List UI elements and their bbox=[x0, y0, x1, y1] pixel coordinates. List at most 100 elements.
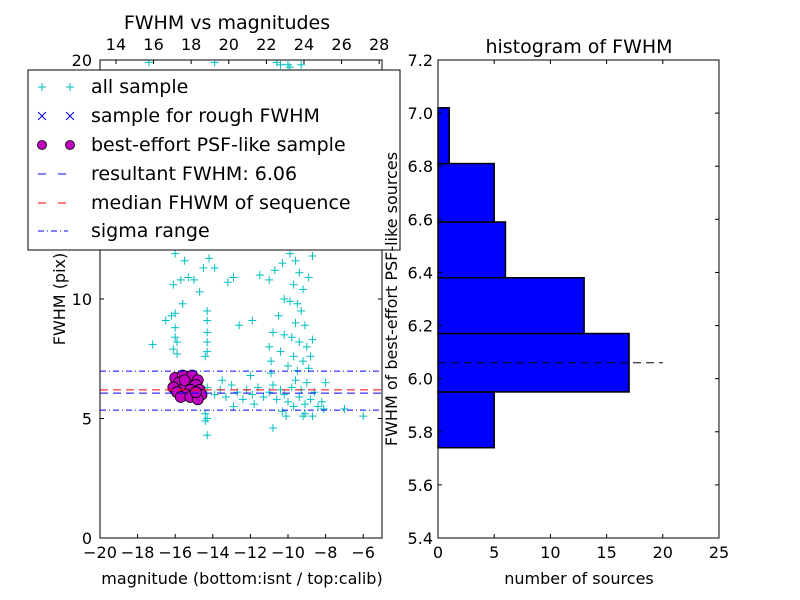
top-x-tick-label: 24 bbox=[294, 35, 314, 54]
all-sample-point bbox=[340, 404, 349, 413]
legend-label: median FHWM of sequence bbox=[91, 192, 351, 214]
legend-marker-rough bbox=[37, 111, 47, 121]
all-sample-point bbox=[169, 345, 178, 354]
all-sample-point bbox=[317, 397, 326, 406]
all-sample-point bbox=[238, 395, 247, 404]
y-tick-label: 10 bbox=[72, 290, 92, 309]
all-sample-point bbox=[278, 259, 287, 268]
all-sample-point bbox=[203, 316, 212, 325]
all-sample-point bbox=[255, 271, 264, 280]
all-sample-point bbox=[144, 60, 153, 67]
all-sample-point bbox=[280, 390, 289, 399]
all-sample-point bbox=[169, 280, 178, 289]
x-tick-label: −12 bbox=[234, 543, 268, 562]
y-tick-label: 5 bbox=[82, 410, 92, 429]
top-x-tick-label: 28 bbox=[369, 35, 389, 54]
all-sample-point bbox=[268, 328, 277, 337]
all-sample-point bbox=[289, 402, 298, 411]
hist-x-tick-label: 0 bbox=[433, 543, 443, 562]
all-sample-point bbox=[272, 395, 281, 404]
legend-marker-best bbox=[65, 140, 75, 150]
all-sample-point bbox=[176, 275, 185, 284]
x-tick-label: −20 bbox=[83, 543, 117, 562]
legend-marker-all bbox=[38, 83, 46, 91]
all-sample-point bbox=[178, 299, 187, 308]
top-x-tick-label: 22 bbox=[256, 35, 276, 54]
all-sample-point bbox=[319, 404, 328, 413]
histogram-bar bbox=[437, 277, 585, 335]
top-x-tick-label: 18 bbox=[181, 35, 201, 54]
all-sample-point bbox=[284, 397, 292, 406]
all-sample-point bbox=[201, 352, 210, 361]
all-sample-point bbox=[321, 378, 330, 387]
left-x-axis-label: magnitude (bottom:isnt / top:calib) bbox=[101, 569, 382, 588]
legend-label: resultant FWHM: 6.06 bbox=[91, 163, 297, 185]
legend-marker-rough bbox=[65, 111, 75, 121]
best-sample-point bbox=[189, 386, 202, 399]
all-sample-point bbox=[304, 273, 313, 282]
all-sample-point bbox=[210, 263, 219, 272]
x-tick-label: −8 bbox=[314, 543, 338, 562]
histogram-x-axis-label: number of sources bbox=[504, 569, 654, 588]
all-sample-point bbox=[295, 392, 304, 401]
all-sample-point bbox=[171, 309, 180, 318]
all-sample-point bbox=[268, 424, 277, 433]
x-tick-label: −14 bbox=[196, 543, 230, 562]
all-sample-point bbox=[248, 316, 257, 325]
all-sample-point bbox=[227, 381, 236, 390]
all-sample-point bbox=[265, 275, 274, 284]
all-sample-point bbox=[274, 311, 283, 320]
all-sample-point bbox=[299, 357, 308, 366]
all-sample-point bbox=[259, 392, 268, 401]
left-chart-title: FWHM vs magnitudes bbox=[124, 12, 330, 34]
all-sample-point bbox=[289, 352, 298, 361]
hist-x-tick-label: 15 bbox=[596, 543, 616, 562]
all-sample-point bbox=[306, 352, 315, 361]
all-sample-point bbox=[210, 390, 219, 399]
legend: all sample sample for rough FWHM best-effo… bbox=[27, 69, 401, 251]
legend-label: sample for rough FWHM bbox=[91, 105, 320, 127]
all-sample-point bbox=[302, 342, 311, 351]
all-sample-point bbox=[299, 285, 308, 294]
hist-x-tick-label: 25 bbox=[709, 543, 729, 562]
all-sample-point bbox=[280, 330, 289, 339]
legend-marker-all bbox=[66, 83, 74, 91]
all-sample-point bbox=[287, 333, 296, 342]
top-x-tick-label: 14 bbox=[106, 35, 126, 54]
legend-marker-best bbox=[37, 140, 47, 150]
all-sample-point bbox=[180, 256, 189, 265]
legend-box bbox=[27, 69, 401, 251]
hist-y-tick-label: 6.6 bbox=[408, 210, 433, 229]
all-sample-point bbox=[297, 60, 306, 69]
all-sample-point bbox=[171, 333, 180, 342]
all-sample-point bbox=[199, 263, 208, 272]
all-sample-point bbox=[148, 340, 157, 349]
top-x-tick-label: 26 bbox=[331, 35, 351, 54]
all-sample-point bbox=[248, 390, 257, 399]
all-sample-point bbox=[359, 412, 368, 421]
all-sample-point bbox=[276, 347, 285, 356]
all-sample-point bbox=[246, 371, 255, 380]
all-sample-point bbox=[282, 412, 291, 421]
all-sample-point bbox=[201, 409, 210, 418]
all-sample-point bbox=[285, 297, 294, 306]
x-tick-label: −6 bbox=[351, 543, 375, 562]
x-stroke bbox=[37, 111, 47, 121]
y-tick-label: 0 bbox=[82, 529, 92, 548]
all-sample-point bbox=[173, 349, 182, 358]
all-sample-point bbox=[218, 376, 227, 385]
hist-y-tick-label: 6.8 bbox=[408, 157, 433, 176]
all-sample-point bbox=[203, 431, 212, 440]
hist-y-tick-label: 5.4 bbox=[408, 529, 433, 548]
all-sample-point bbox=[203, 347, 212, 356]
all-sample-point bbox=[171, 249, 180, 258]
y-tick-label: 20 bbox=[72, 51, 92, 70]
all-sample-point bbox=[276, 60, 285, 69]
hist-y-tick-label: 6.0 bbox=[408, 370, 433, 389]
all-sample-point bbox=[300, 400, 309, 409]
hist-y-tick-label: 5.6 bbox=[408, 476, 433, 495]
all-sample-point bbox=[295, 338, 304, 347]
all-sample-point bbox=[280, 295, 289, 303]
all-sample-point bbox=[295, 268, 304, 277]
all-sample-point bbox=[297, 306, 306, 315]
